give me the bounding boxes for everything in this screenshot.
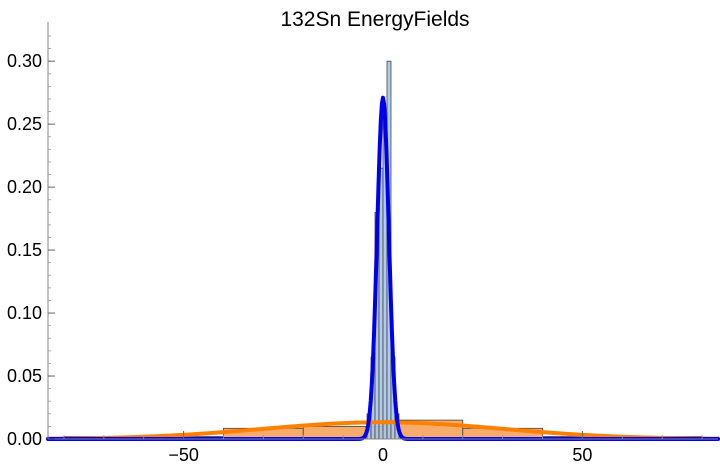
curve-2 [46, 420, 720, 441]
chart-title: 132Sn EnergyFields [280, 8, 469, 31]
axes-layer: 0.00 0.05 0.10 0.15 0.20 0.25 0.30 −50 0 50 [7, 22, 718, 465]
y-tick-label-1: 0.05 [7, 366, 42, 386]
x-tick-label-2: 50 [572, 445, 592, 465]
x-tick-label-0: −50 [168, 445, 199, 465]
y-tick-label-5: 0.25 [7, 114, 42, 134]
y-tick-label-0: 0.00 [7, 429, 42, 449]
y-tick-label-3: 0.15 [7, 240, 42, 260]
y-tick-label-6: 0.30 [7, 51, 42, 71]
x-tick-label-1: 0 [378, 445, 388, 465]
y-tick-label-4: 0.20 [7, 177, 42, 197]
y-tick-label-2: 0.10 [7, 303, 42, 323]
